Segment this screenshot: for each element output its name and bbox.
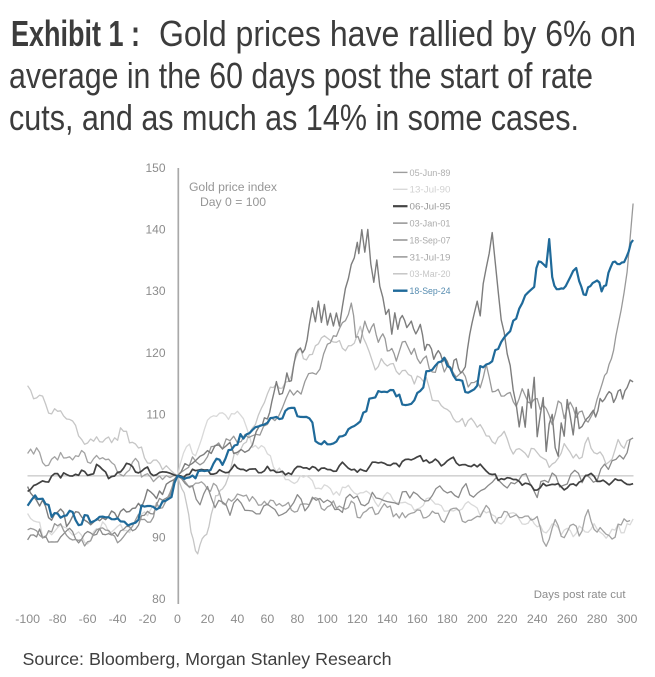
svg-text:80: 80 — [291, 612, 305, 626]
svg-text:120: 120 — [145, 346, 165, 360]
svg-text:-20: -20 — [139, 612, 157, 626]
svg-text:13-Jul-90: 13-Jul-90 — [410, 185, 451, 195]
svg-text:Exhibit 1 :Gold prices have ra: Exhibit 1 : Gold prices have rallied by 6… — [11, 13, 636, 54]
svg-text:-80: -80 — [49, 612, 67, 626]
svg-text:average in the 60 days post th: average in the 60 days post the start of… — [9, 55, 593, 96]
svg-text:cuts, and as much as 14% in so: cuts, and as much as 14% in some cases. — [9, 97, 579, 138]
svg-text:-60: -60 — [79, 612, 97, 626]
svg-text:0: 0 — [174, 612, 181, 626]
svg-text:18-Sep-24: 18-Sep-24 — [410, 286, 451, 296]
svg-text:220: 220 — [497, 612, 518, 626]
svg-text:-40: -40 — [109, 612, 127, 626]
svg-text:03-Mar-20: 03-Mar-20 — [410, 269, 451, 279]
svg-text:Day 0 = 100: Day 0 = 100 — [200, 195, 266, 209]
svg-text:18-Sep-07: 18-Sep-07 — [410, 235, 451, 245]
svg-text:31-Jul-19: 31-Jul-19 — [410, 252, 451, 262]
svg-text:180: 180 — [437, 612, 458, 626]
svg-text:Gold price index: Gold price index — [189, 180, 277, 194]
svg-text:40: 40 — [231, 612, 245, 626]
svg-text:Days post rate cut: Days post rate cut — [534, 589, 627, 601]
svg-text:280: 280 — [587, 612, 608, 626]
svg-text:Source: Bloomberg, Morgan Stan: Source: Bloomberg, Morgan Stanley Resear… — [23, 649, 392, 669]
svg-text:100: 100 — [317, 612, 338, 626]
svg-text:200: 200 — [467, 612, 488, 626]
svg-text:-100: -100 — [15, 612, 40, 626]
svg-text:130: 130 — [145, 284, 165, 298]
svg-text:05-Jun-89: 05-Jun-89 — [410, 168, 451, 178]
svg-text:06-Jul-95: 06-Jul-95 — [410, 202, 451, 212]
svg-text:20: 20 — [201, 612, 215, 626]
svg-text:03-Jan-01: 03-Jan-01 — [410, 219, 451, 229]
svg-text:140: 140 — [377, 612, 398, 626]
svg-text:150: 150 — [145, 161, 165, 175]
svg-text:260: 260 — [557, 612, 578, 626]
svg-text:110: 110 — [146, 407, 165, 421]
svg-text:300: 300 — [617, 612, 638, 626]
svg-text:90: 90 — [152, 531, 166, 545]
svg-text:80: 80 — [152, 592, 166, 606]
svg-text:120: 120 — [347, 612, 368, 626]
svg-text:60: 60 — [261, 612, 275, 626]
svg-text:160: 160 — [407, 612, 428, 626]
svg-text:140: 140 — [145, 223, 165, 237]
svg-text:240: 240 — [527, 612, 548, 626]
